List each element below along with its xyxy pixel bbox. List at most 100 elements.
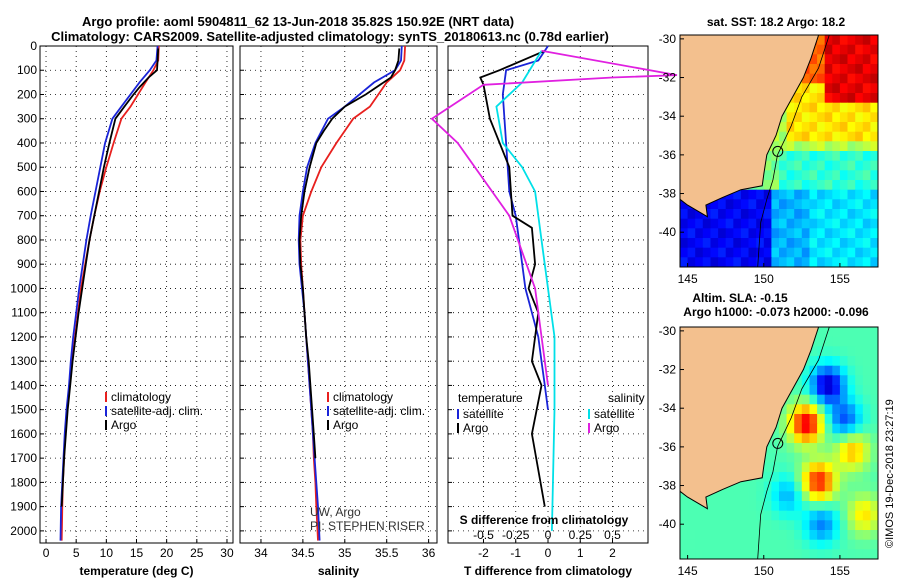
map-cell <box>839 83 849 94</box>
map-cell <box>794 257 803 267</box>
x-tick-label: 34 <box>254 546 268 560</box>
map-cell <box>794 170 803 181</box>
y-tick-label: 1100 <box>11 306 37 320</box>
map-cell <box>847 433 856 444</box>
map-cell <box>733 501 742 512</box>
map-cell <box>687 228 696 239</box>
map-cell <box>862 35 871 46</box>
x-tick-label: 10 <box>100 546 114 560</box>
map-cell <box>740 491 750 502</box>
map-cell <box>817 491 826 502</box>
y-tick-label: 1200 <box>10 330 37 344</box>
map-cell <box>794 218 803 229</box>
map-cell <box>740 530 750 541</box>
map-x-tick-label: 145 <box>678 564 698 578</box>
map-cell <box>809 365 818 376</box>
map-cell <box>680 199 689 210</box>
map-cell <box>786 189 795 200</box>
map-cell <box>862 481 871 492</box>
map-cell <box>763 491 772 502</box>
map-cell <box>839 151 849 162</box>
map-cell <box>809 549 818 559</box>
map-cell <box>824 247 833 258</box>
map-cell <box>687 510 696 521</box>
map-cell <box>839 73 849 84</box>
map-cell <box>855 218 864 229</box>
map-cell <box>824 54 833 65</box>
map-cell <box>862 414 871 425</box>
map-cell <box>809 112 818 123</box>
map-cell <box>855 394 864 405</box>
map-cell <box>687 247 696 258</box>
y-tick-label: 100 <box>17 63 37 77</box>
map-cell <box>718 539 727 550</box>
map-cell <box>870 218 878 229</box>
map-cell <box>794 472 803 483</box>
map-cell <box>847 530 856 541</box>
map-cell <box>779 423 788 434</box>
annotation-text: UW, Argo <box>310 505 361 519</box>
map-cell <box>725 510 734 521</box>
map-cell <box>817 122 826 133</box>
map-cell <box>801 112 810 123</box>
map-cell <box>756 238 765 249</box>
map-cell <box>801 539 810 550</box>
map-cell <box>832 170 841 181</box>
map-cell <box>832 73 841 84</box>
map-cell <box>680 257 689 267</box>
map-cell <box>824 160 833 171</box>
map-cell <box>794 122 803 133</box>
map-cell <box>779 443 788 454</box>
map-cell <box>824 520 833 531</box>
map-cell <box>786 394 795 405</box>
map-cell <box>832 452 841 463</box>
map-cell <box>687 238 696 249</box>
map-cell <box>839 385 849 396</box>
map-cell <box>839 199 849 210</box>
map-cell <box>748 539 757 550</box>
map-cell <box>809 209 818 220</box>
map-cell <box>870 346 878 357</box>
map-cell <box>718 491 727 502</box>
map-cell <box>855 336 864 347</box>
map-cell <box>832 160 841 171</box>
map-cell <box>847 375 856 386</box>
map-cell <box>870 365 878 376</box>
map-cell <box>847 539 856 550</box>
map-cell <box>817 218 826 229</box>
map-cell <box>763 462 772 473</box>
map-cell <box>771 530 780 541</box>
map-cell <box>687 257 696 267</box>
map-cell <box>794 93 803 104</box>
map-y-tick-label: -32 <box>659 363 677 377</box>
map-cell <box>756 549 765 559</box>
map-cell <box>824 209 833 220</box>
map-cell <box>733 228 742 239</box>
map-cell <box>710 530 719 541</box>
y-tick-label: 400 <box>17 136 37 150</box>
map-cell <box>687 530 696 541</box>
map-cell <box>870 501 878 512</box>
map-cell <box>824 443 833 454</box>
map-cell <box>809 472 818 483</box>
map-y-tick-label: -32 <box>659 71 677 85</box>
legend-label: climatology <box>333 390 393 404</box>
map-cell <box>763 209 772 220</box>
map-cell <box>748 189 757 200</box>
y-tick-label: 1700 <box>10 451 37 465</box>
map-cell <box>733 209 742 220</box>
map-cell <box>702 549 711 559</box>
map-cell <box>725 257 734 267</box>
map-cell <box>786 199 795 210</box>
map-cell <box>801 443 810 454</box>
map-cell <box>794 189 803 200</box>
map-cell <box>748 501 757 512</box>
map-cell <box>839 257 849 267</box>
map-cell <box>786 102 795 113</box>
map-cell <box>870 112 878 123</box>
map-cell <box>763 520 772 531</box>
map-cell <box>855 247 864 258</box>
map-cell <box>817 35 826 46</box>
map-cell <box>794 414 803 425</box>
map-cell <box>786 160 795 171</box>
